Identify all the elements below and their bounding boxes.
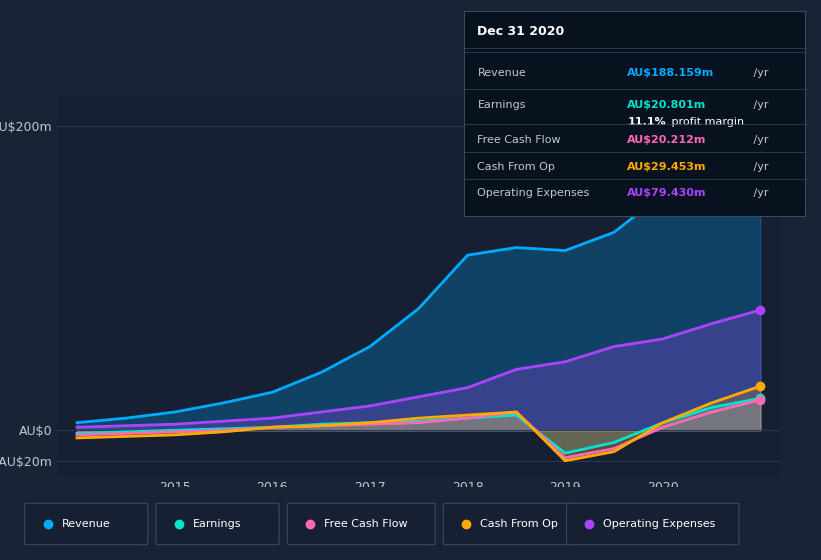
FancyBboxPatch shape <box>156 503 279 545</box>
Text: Operating Expenses: Operating Expenses <box>603 519 716 529</box>
Text: /yr: /yr <box>750 188 768 198</box>
Text: AU$188.159m: AU$188.159m <box>627 68 714 77</box>
FancyBboxPatch shape <box>25 503 148 545</box>
Text: Cash From Op: Cash From Op <box>478 161 555 171</box>
Text: AU$29.453m: AU$29.453m <box>627 161 707 171</box>
FancyBboxPatch shape <box>566 503 739 545</box>
Text: /yr: /yr <box>750 161 768 171</box>
Text: Earnings: Earnings <box>193 519 241 529</box>
FancyBboxPatch shape <box>443 503 575 545</box>
Text: profit margin: profit margin <box>668 116 745 127</box>
Text: /yr: /yr <box>750 135 768 145</box>
Text: Free Cash Flow: Free Cash Flow <box>478 135 561 145</box>
Text: Operating Expenses: Operating Expenses <box>478 188 589 198</box>
Text: Revenue: Revenue <box>62 519 110 529</box>
Text: Dec 31 2020: Dec 31 2020 <box>478 25 565 38</box>
Text: /yr: /yr <box>750 100 768 110</box>
Text: Cash From Op: Cash From Op <box>480 519 558 529</box>
Text: Earnings: Earnings <box>478 100 526 110</box>
Text: 11.1%: 11.1% <box>627 116 666 127</box>
Text: AU$20.801m: AU$20.801m <box>627 100 707 110</box>
Text: Free Cash Flow: Free Cash Flow <box>324 519 408 529</box>
Text: AU$20.212m: AU$20.212m <box>627 135 707 145</box>
FancyBboxPatch shape <box>287 503 435 545</box>
Text: AU$79.430m: AU$79.430m <box>627 188 707 198</box>
Text: Revenue: Revenue <box>478 68 526 77</box>
Text: /yr: /yr <box>750 68 768 77</box>
